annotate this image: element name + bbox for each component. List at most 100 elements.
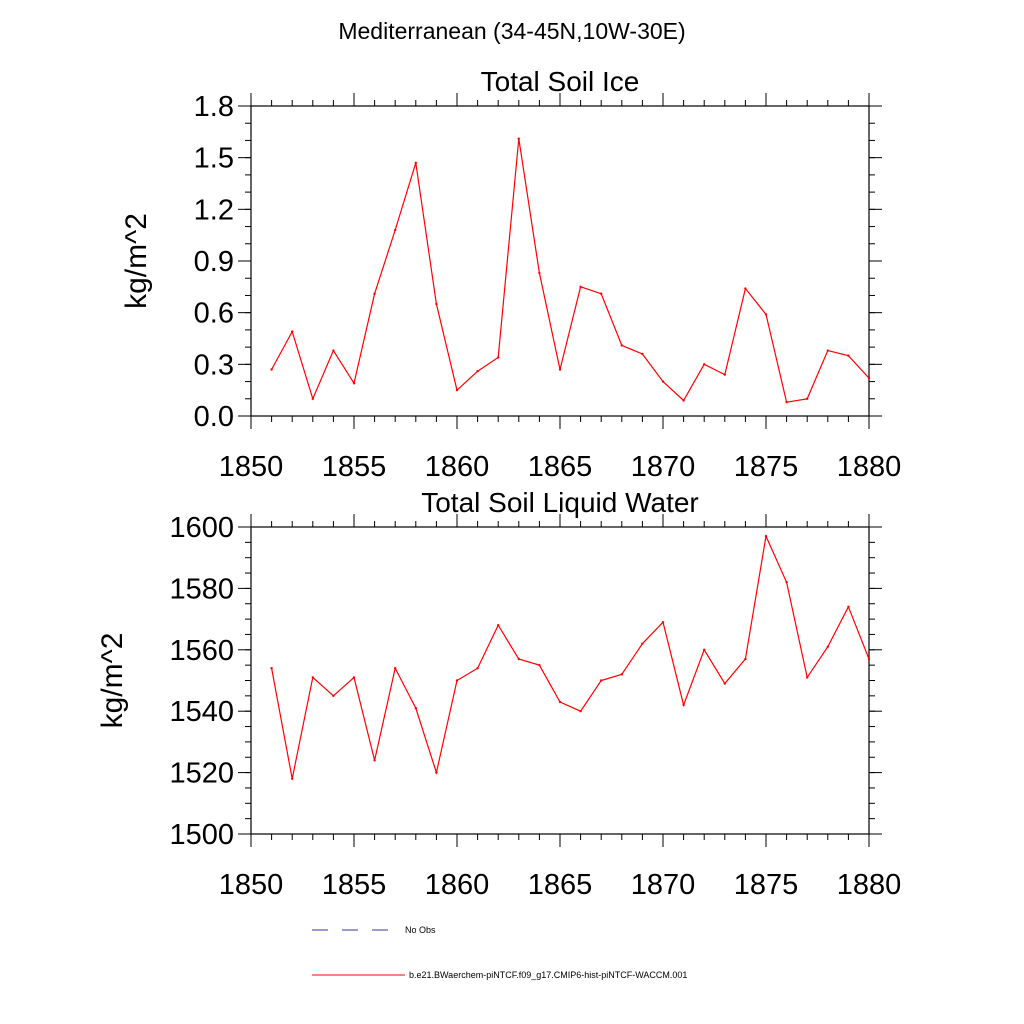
data-point bbox=[826, 645, 829, 648]
data-point bbox=[703, 363, 706, 366]
x-tick-label: 1880 bbox=[837, 869, 902, 901]
data-point bbox=[497, 624, 500, 627]
data-point bbox=[682, 703, 685, 707]
data-point bbox=[455, 388, 459, 392]
x-tick-label: 1870 bbox=[631, 869, 696, 901]
chart-panel-1: Total Soil Ice kg/m^2 1850 1855 1860 1865 1870… bbox=[120, 66, 901, 483]
series-line-1 bbox=[271, 534, 870, 779]
data-point bbox=[641, 352, 644, 356]
data-point bbox=[600, 292, 603, 295]
data-point bbox=[847, 354, 850, 357]
data-point bbox=[579, 285, 582, 289]
x-tick-label: 1850 bbox=[219, 869, 284, 901]
x-tick-label: 1860 bbox=[425, 451, 490, 483]
x-tick-label: 1855 bbox=[322, 451, 387, 483]
data-point bbox=[723, 682, 726, 685]
y-tick-label: 1.8 bbox=[194, 91, 234, 123]
y-tick-label: 1520 bbox=[169, 758, 234, 790]
data-point bbox=[620, 673, 623, 676]
data-point bbox=[641, 642, 644, 645]
data-point bbox=[764, 535, 768, 538]
data-point bbox=[311, 676, 314, 679]
data-point bbox=[744, 287, 747, 290]
data-point bbox=[414, 706, 417, 710]
data-point bbox=[600, 679, 603, 682]
y-tick-label: 1.5 bbox=[194, 143, 234, 175]
data-point bbox=[558, 700, 562, 704]
x-tick-label: 1865 bbox=[528, 451, 593, 483]
chart-panel-2: Total Soil Liquid Water kg/m^2 1850 1855 186… bbox=[96, 487, 901, 901]
data-point bbox=[373, 292, 376, 295]
data-point bbox=[476, 667, 479, 670]
y-tick-label: 0.9 bbox=[194, 246, 234, 278]
y-tick-label: 0.6 bbox=[194, 298, 234, 330]
y-axis-label: kg/m^2 bbox=[96, 633, 129, 729]
data-point bbox=[847, 605, 850, 609]
data-point bbox=[373, 759, 376, 762]
page-title: Mediterranean (34-45N,10W-30E) bbox=[338, 18, 686, 44]
data-point bbox=[661, 380, 665, 383]
data-point bbox=[414, 161, 417, 165]
x-tick-label: 1875 bbox=[734, 869, 799, 901]
data-point bbox=[538, 271, 541, 275]
y-axis-label: kg/m^2 bbox=[120, 213, 153, 309]
y-tick-label: 0.0 bbox=[194, 401, 234, 433]
data-point bbox=[455, 679, 459, 682]
data-point bbox=[476, 370, 479, 373]
chart-title: Total Soil Liquid Water bbox=[421, 487, 699, 518]
data-point bbox=[497, 356, 500, 359]
plot-frame bbox=[250, 526, 870, 835]
x-tick-label: 1870 bbox=[631, 451, 696, 483]
chart-title: Total Soil Ice bbox=[481, 66, 640, 97]
x-tick-label: 1865 bbox=[528, 869, 593, 901]
data-point bbox=[270, 667, 273, 670]
y-tick-label: 0.3 bbox=[194, 349, 234, 381]
data-point bbox=[723, 373, 726, 376]
legend: No Obs b.e21.BWaerchem-piNTCF.f09_g17.CMI… bbox=[312, 925, 687, 980]
y-tick-label: 1560 bbox=[169, 635, 234, 667]
data-point bbox=[744, 657, 747, 661]
series-line-1 bbox=[271, 138, 870, 403]
y-tick-label: 1600 bbox=[169, 512, 234, 544]
data-point bbox=[806, 676, 809, 679]
data-point bbox=[538, 663, 541, 667]
x-tick-label: 1880 bbox=[837, 451, 902, 483]
data-point bbox=[517, 137, 520, 140]
data-point bbox=[311, 397, 314, 400]
legend-obs-label: No Obs bbox=[405, 925, 436, 935]
y-tick-label: 1500 bbox=[169, 819, 234, 851]
data-point bbox=[435, 302, 438, 306]
y-tick-label: 1540 bbox=[169, 696, 234, 728]
data-point bbox=[394, 228, 397, 232]
data-point bbox=[332, 694, 335, 698]
data-point bbox=[867, 376, 871, 380]
data-point bbox=[394, 667, 397, 670]
data-point bbox=[517, 657, 520, 661]
x-tick-label: 1850 bbox=[219, 451, 284, 483]
data-point bbox=[703, 648, 706, 651]
data-point bbox=[806, 397, 809, 400]
data-point bbox=[435, 771, 438, 774]
data-point bbox=[558, 368, 562, 371]
data-point bbox=[579, 710, 582, 713]
y-tick-label: 1.2 bbox=[194, 194, 234, 226]
data-point bbox=[270, 368, 273, 371]
data-point bbox=[867, 657, 871, 661]
data-point bbox=[682, 399, 685, 402]
data-point bbox=[352, 676, 356, 679]
legend-model-label: b.e21.BWaerchem-piNTCF.f09_g17.CMIP6-his… bbox=[409, 970, 687, 980]
data-point bbox=[620, 344, 623, 347]
x-tick-label: 1855 bbox=[322, 869, 387, 901]
data-point bbox=[785, 401, 788, 404]
x-tick-label: 1875 bbox=[734, 451, 799, 483]
data-point bbox=[332, 349, 335, 352]
data-point bbox=[826, 349, 829, 352]
data-point bbox=[291, 777, 294, 780]
data-point bbox=[291, 330, 294, 333]
x-tick-label: 1860 bbox=[425, 869, 490, 901]
data-point bbox=[785, 581, 788, 584]
data-point bbox=[352, 382, 356, 385]
data-point bbox=[661, 620, 665, 624]
y-tick-label: 1580 bbox=[169, 573, 234, 605]
